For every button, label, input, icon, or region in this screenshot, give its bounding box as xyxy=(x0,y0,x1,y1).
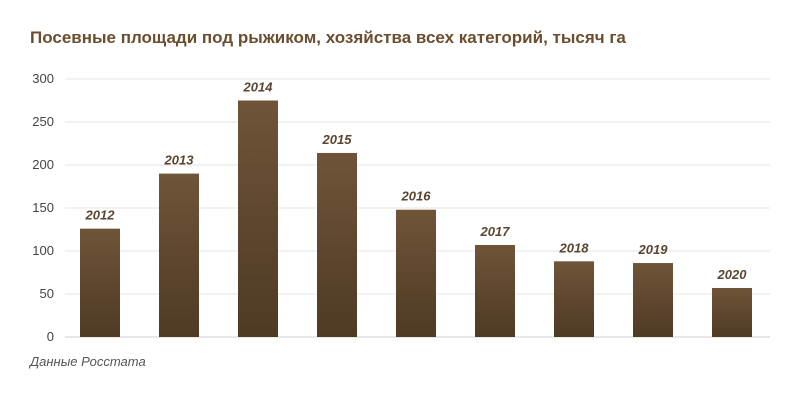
y-tick-label: 100 xyxy=(32,243,54,258)
bar-2016 xyxy=(396,209,436,337)
bar-2020 xyxy=(712,287,752,337)
bar-2015 xyxy=(317,152,357,337)
y-tick-label: 150 xyxy=(32,200,54,215)
y-tick-label: 250 xyxy=(32,114,54,129)
bar-label-2016: 2016 xyxy=(401,189,432,204)
bar-label-2018: 2018 xyxy=(559,240,590,255)
y-axis-ticks: 0 50 100 150 200 250 300 xyxy=(32,71,54,344)
y-tick-label: 50 xyxy=(40,286,54,301)
bar-2013 xyxy=(159,173,199,337)
bar-2012 xyxy=(80,228,120,337)
source-note: Данные Росстата xyxy=(30,354,146,369)
y-tick-label: 300 xyxy=(32,71,54,86)
y-tick-label: 0 xyxy=(47,329,54,344)
bar-label-2019: 2019 xyxy=(638,242,669,257)
bar-2019 xyxy=(633,263,673,337)
bar-label-2015: 2015 xyxy=(322,132,353,147)
bar-label-2014: 2014 xyxy=(243,80,274,95)
bar-2018 xyxy=(554,261,594,337)
bar-2017 xyxy=(475,244,515,337)
y-tick-label: 200 xyxy=(32,157,54,172)
bar-labels: 2012 2013 2014 2015 2016 2017 2018 2019 2020 xyxy=(85,80,748,282)
bar-2014 xyxy=(238,100,278,337)
chart-title: Посевные площади под рыжиком, хозяйства … xyxy=(30,28,626,47)
bar-label-2017: 2017 xyxy=(480,224,511,239)
bars xyxy=(80,100,752,337)
bar-label-2012: 2012 xyxy=(85,208,116,223)
bar-label-2013: 2013 xyxy=(164,153,195,168)
bar-label-2020: 2020 xyxy=(717,267,748,282)
